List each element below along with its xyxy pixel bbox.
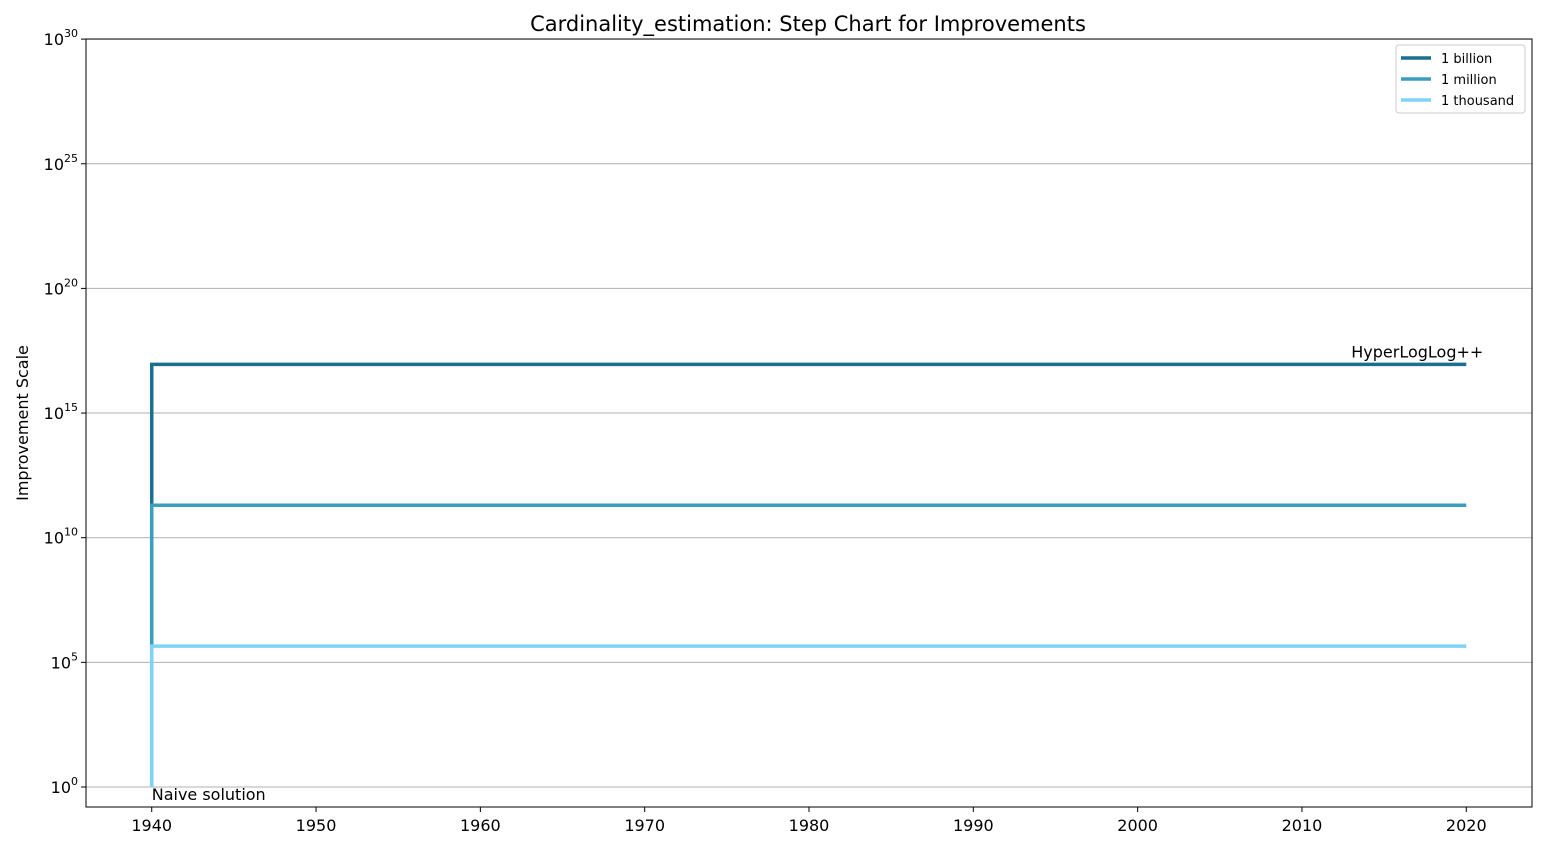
y-tick-label: 10 bbox=[44, 404, 64, 423]
y-tick-label: 10 bbox=[44, 279, 64, 298]
y-tick-label: 10 bbox=[51, 653, 71, 672]
series-layer bbox=[149, 362, 1467, 787]
grid-lines bbox=[86, 38, 1532, 788]
y-tick-exponent: 0 bbox=[71, 775, 78, 788]
y-tick-exponent: 25 bbox=[64, 152, 78, 165]
legend: 1 billion 1 million 1 thousand bbox=[1395, 44, 1526, 114]
y-tick-exponent: 5 bbox=[71, 650, 78, 663]
x-axis-ticks: 1940 1950 1960 1970 1980 1990 2000 2010 2020 bbox=[131, 807, 1487, 835]
x-tick-label: 1950 bbox=[296, 816, 337, 835]
annotations: Naive solution HyperLogLog++ bbox=[152, 342, 1484, 804]
legend-entry: 1 thousand bbox=[1441, 94, 1514, 109]
x-tick-label: 1970 bbox=[624, 816, 665, 835]
chart-title: Cardinality_estimation: Step Chart for I… bbox=[530, 12, 1086, 37]
x-tick-label: 1990 bbox=[953, 816, 994, 835]
series-line bbox=[149, 362, 1467, 787]
legend-box bbox=[1395, 44, 1526, 114]
legend-entry: 1 billion bbox=[1441, 52, 1492, 67]
y-tick-label: 10 bbox=[44, 529, 64, 548]
y-tick-exponent: 15 bbox=[64, 401, 78, 414]
x-tick-label: 2010 bbox=[1282, 816, 1323, 835]
y-tick-exponent: 10 bbox=[64, 526, 78, 539]
x-tick-label: 2000 bbox=[1117, 816, 1158, 835]
x-tick-label: 2020 bbox=[1446, 816, 1487, 835]
y-tick-exponent: 30 bbox=[64, 27, 78, 40]
x-tick-label: 1980 bbox=[789, 816, 830, 835]
plot-frame bbox=[85, 38, 1533, 808]
y-axis-label: Improvement Scale bbox=[13, 345, 32, 501]
y-tick-label: 10 bbox=[44, 155, 64, 174]
y-tick-exponent: 20 bbox=[64, 276, 78, 289]
annotation-label: HyperLogLog++ bbox=[1351, 342, 1483, 361]
x-tick-label: 1960 bbox=[460, 816, 501, 835]
annotation-label: Naive solution bbox=[152, 785, 266, 804]
legend-entry: 1 million bbox=[1441, 73, 1497, 88]
y-tick-label: 10 bbox=[51, 778, 71, 797]
y-tick-label: 10 bbox=[44, 30, 64, 49]
x-tick-label: 1940 bbox=[131, 816, 172, 835]
series-line bbox=[149, 644, 1467, 787]
